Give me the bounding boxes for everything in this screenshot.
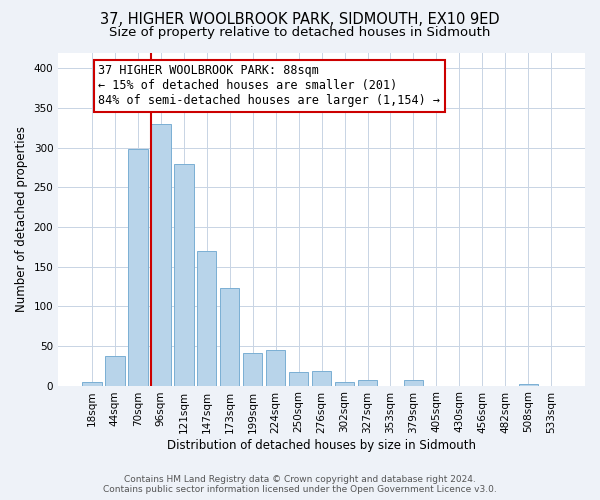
Bar	[151, 124, 170, 386]
Bar	[312, 372, 331, 386]
Text: 37 HIGHER WOOLBROOK PARK: 88sqm
← 15% of detached houses are smaller (201)
84% o: 37 HIGHER WOOLBROOK PARK: 88sqm ← 15% of…	[98, 64, 440, 108]
Bar	[335, 382, 355, 386]
Bar	[404, 380, 423, 386]
Bar	[82, 382, 101, 386]
Bar	[220, 288, 239, 386]
Bar	[518, 384, 538, 386]
Text: Size of property relative to detached houses in Sidmouth: Size of property relative to detached ho…	[109, 26, 491, 39]
Bar	[174, 164, 194, 386]
Bar	[105, 356, 125, 386]
Bar	[128, 149, 148, 386]
Bar	[243, 353, 262, 386]
Bar	[289, 372, 308, 386]
Text: Contains HM Land Registry data © Crown copyright and database right 2024.
Contai: Contains HM Land Registry data © Crown c…	[103, 474, 497, 494]
Y-axis label: Number of detached properties: Number of detached properties	[15, 126, 28, 312]
Bar	[358, 380, 377, 386]
Bar	[197, 251, 217, 386]
Bar	[266, 350, 286, 386]
X-axis label: Distribution of detached houses by size in Sidmouth: Distribution of detached houses by size …	[167, 440, 476, 452]
Text: 37, HIGHER WOOLBROOK PARK, SIDMOUTH, EX10 9ED: 37, HIGHER WOOLBROOK PARK, SIDMOUTH, EX1…	[100, 12, 500, 28]
